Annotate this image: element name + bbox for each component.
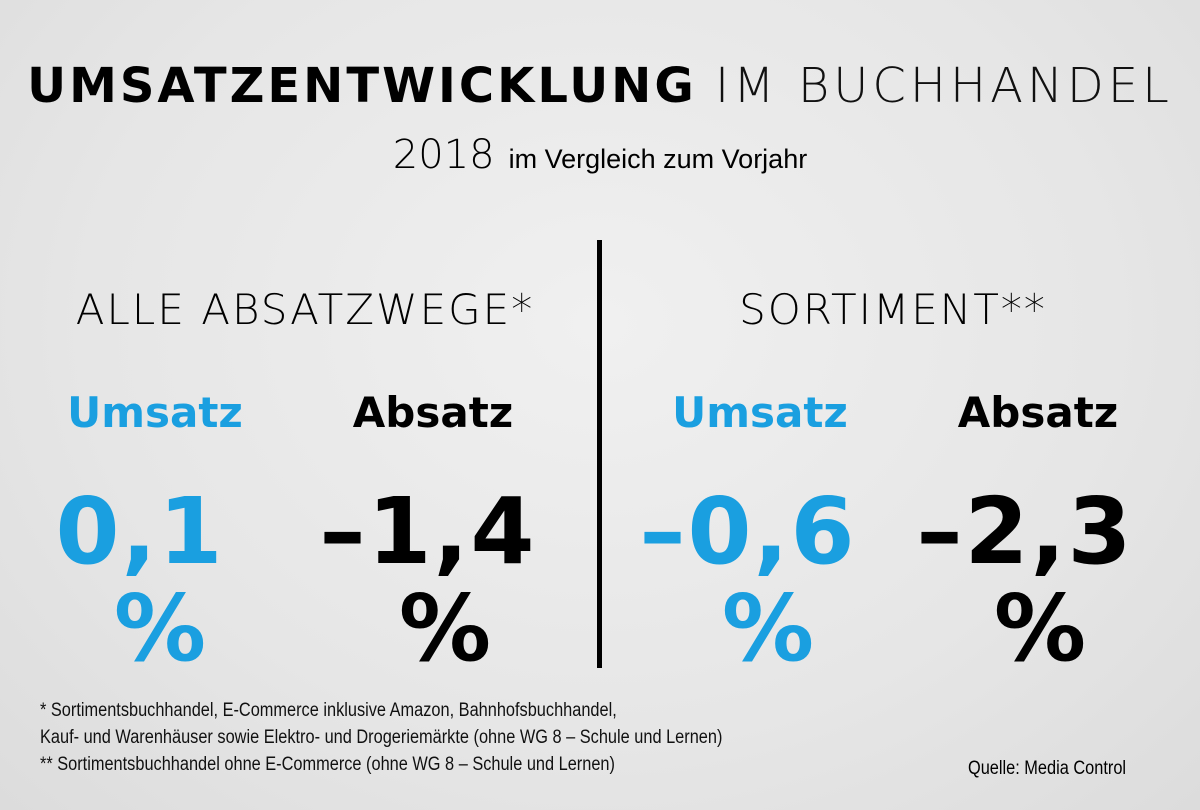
footnote: Kauf- und Warenhäuser sowie Elektro- und… <box>40 727 723 748</box>
subtitle-year: 2018 <box>392 132 495 178</box>
metric-unit: % <box>721 575 815 682</box>
metric-unit: % <box>113 575 207 682</box>
subtitle-text: im Vergleich zum Vorjahr <box>508 144 808 174</box>
metric-value: –2,3 <box>916 478 1134 585</box>
footnote: * Sortimentsbuchhandel, E-Commerce inklu… <box>40 700 617 721</box>
section-heading-all-channels: ALLE ABSATZWEGE* <box>75 285 535 334</box>
page-title: UMSATZENTWICKLUNG IM BUCHHANDEL <box>27 58 1173 114</box>
metric-label: Absatz <box>352 388 514 437</box>
metric-unit: % <box>398 575 492 682</box>
section-heading-assortment: SORTIMENT** <box>739 285 1047 334</box>
source-credit: Quelle: Media Control <box>968 758 1127 779</box>
metric-label: Absatz <box>957 388 1119 437</box>
section-divider <box>597 240 602 668</box>
metric-value: 0,1 <box>55 478 225 585</box>
title-bold: UMSATZENTWICKLUNG <box>27 58 697 114</box>
subtitle: 2018 im Vergleich zum Vorjahr <box>393 132 807 178</box>
metric-label: Umsatz <box>672 388 848 437</box>
metric-value: –0,6 <box>639 478 857 585</box>
metric-label: Umsatz <box>67 388 243 437</box>
title-light: IM BUCHHANDEL <box>715 58 1173 114</box>
metric-unit: % <box>993 575 1087 682</box>
footnote: ** Sortimentsbuchhandel ohne E-Commerce … <box>40 754 615 775</box>
metric-value: –1,4 <box>319 478 537 585</box>
